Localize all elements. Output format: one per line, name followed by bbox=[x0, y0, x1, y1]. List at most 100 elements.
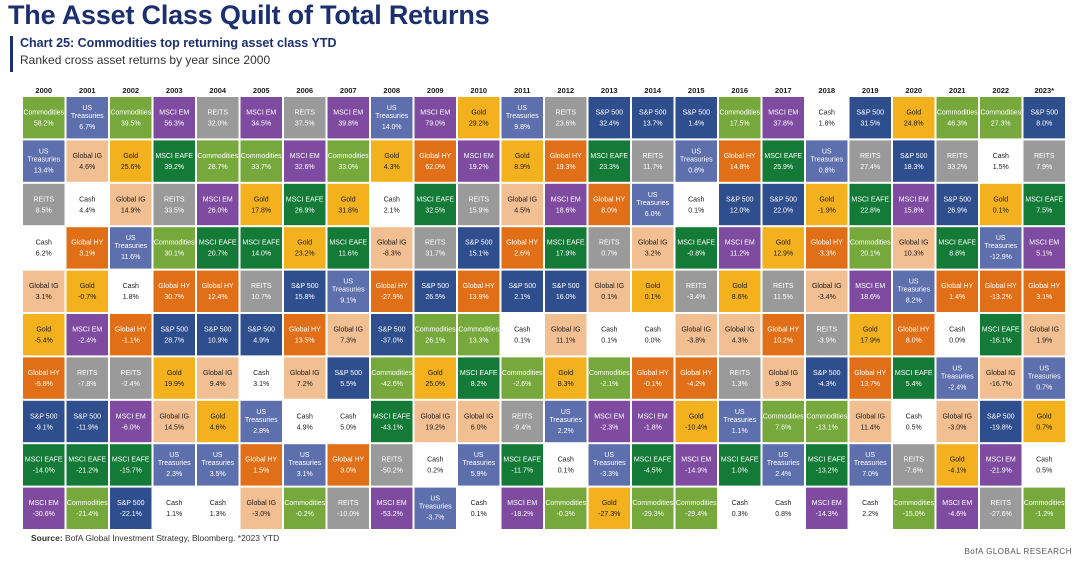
asset-name: MSCI EAFE bbox=[547, 240, 585, 247]
asset-name: Commodities bbox=[67, 500, 108, 507]
asset-name: S&P 500 bbox=[682, 110, 710, 117]
return-value: -10.4% bbox=[685, 424, 707, 431]
asset-name: Cash bbox=[166, 500, 182, 507]
cell-background bbox=[414, 227, 456, 269]
cell-background bbox=[371, 444, 413, 486]
quilt-cell: REITS -2.4% bbox=[110, 357, 152, 399]
cell-background bbox=[806, 183, 848, 226]
return-value: 11.4% bbox=[861, 424, 880, 431]
cell-background bbox=[936, 314, 978, 356]
asset-name: Commodities bbox=[763, 413, 804, 420]
cell-background bbox=[1023, 444, 1065, 486]
asset-name: Commodities bbox=[458, 327, 499, 334]
cell-background bbox=[501, 400, 543, 443]
return-value: -4.1% bbox=[948, 468, 966, 475]
asset-name: REITS bbox=[729, 370, 750, 377]
return-value: 30.7% bbox=[164, 294, 184, 301]
cell-background bbox=[675, 444, 717, 486]
cell-background bbox=[980, 444, 1022, 486]
quilt-cell: MSCI EAFE -13.2% bbox=[806, 444, 848, 486]
quilt-cell: REITS 27.4% bbox=[849, 140, 891, 182]
asset-name: REITS bbox=[773, 283, 794, 290]
cell-background bbox=[719, 357, 761, 399]
asset-name: Cash bbox=[601, 327, 617, 334]
return-value: -19.8% bbox=[990, 424, 1012, 431]
return-value: 7.2% bbox=[297, 381, 313, 388]
quilt-cell: Commodities 20.1% bbox=[849, 227, 891, 269]
return-value: -2.4% bbox=[122, 381, 140, 388]
return-value: 11.6% bbox=[121, 254, 140, 261]
quilt-cell: Global HY 3.0% bbox=[327, 444, 369, 486]
cell-background bbox=[632, 357, 674, 399]
return-value: -5.4% bbox=[35, 338, 53, 345]
return-value: -42.6% bbox=[381, 381, 403, 388]
return-value: -9.4% bbox=[513, 424, 531, 431]
cell-background bbox=[501, 357, 543, 399]
quilt-cell: Global HY 8.0% bbox=[893, 314, 935, 356]
quilt-cell: MSCI EM -6.0% bbox=[110, 400, 152, 443]
asset-name: Gold bbox=[341, 196, 356, 203]
cell-background bbox=[1023, 97, 1065, 139]
asset-name: Treasuries bbox=[854, 460, 887, 467]
return-value: 5.0% bbox=[340, 424, 356, 431]
quilt-cell: MSCI EAFE -14.0% bbox=[23, 444, 65, 486]
return-value: 1.3% bbox=[732, 381, 748, 388]
cell-background bbox=[501, 444, 543, 486]
cell-background bbox=[675, 97, 717, 139]
return-value: 2.1% bbox=[384, 207, 400, 214]
asset-name: Gold bbox=[950, 457, 965, 464]
quilt-cell: Commodities 7.6% bbox=[762, 400, 804, 443]
return-value: 0.8% bbox=[819, 167, 835, 174]
source-note: Source: BofA Global Investment Strategy,… bbox=[31, 533, 279, 543]
cell-background bbox=[849, 400, 891, 443]
return-value: 7.3% bbox=[340, 338, 356, 345]
asset-name: Global HY bbox=[724, 153, 756, 160]
cell-background bbox=[458, 270, 500, 312]
return-value: 25.9% bbox=[773, 164, 793, 171]
return-value: 11.2% bbox=[730, 251, 749, 258]
quilt-cell: Global IG 10.3% bbox=[893, 227, 935, 269]
return-value: 1.1% bbox=[166, 511, 182, 518]
return-value: 3.5% bbox=[210, 471, 226, 478]
quilt-cell: MSCI EM -14.3% bbox=[806, 487, 848, 529]
return-value: -3.0% bbox=[252, 511, 270, 518]
asset-name: Commodities bbox=[110, 110, 151, 117]
return-value: 9.8% bbox=[514, 124, 530, 131]
asset-name: Cash bbox=[906, 413, 922, 420]
asset-name: US bbox=[952, 365, 962, 372]
asset-name: Gold bbox=[36, 327, 51, 334]
cell-background bbox=[588, 270, 630, 312]
source-text: BofA Global Investment Strategy, Bloombe… bbox=[65, 533, 280, 543]
asset-name: Cash bbox=[949, 327, 965, 334]
year-label: 2019 bbox=[862, 86, 879, 95]
asset-name: MSCI EM bbox=[986, 457, 1016, 464]
asset-name: Global HY bbox=[71, 240, 103, 247]
return-value: 2.8% bbox=[253, 428, 269, 435]
cell-background bbox=[66, 400, 108, 443]
quilt-cell: Commodities 39.5% bbox=[110, 97, 152, 139]
quilt-cell: Global IG -3.0% bbox=[240, 487, 282, 529]
cell-background bbox=[327, 270, 369, 312]
cell-background bbox=[980, 183, 1022, 226]
asset-name: Cash bbox=[210, 500, 226, 507]
asset-name: Gold bbox=[254, 196, 269, 203]
cell-background bbox=[675, 357, 717, 399]
cell-background bbox=[153, 444, 195, 486]
quilt-cell: Cash 0.5% bbox=[1023, 444, 1065, 486]
quilt-cell: REITS 31.7% bbox=[414, 227, 456, 269]
cell-background bbox=[632, 487, 674, 529]
asset-name: Global HY bbox=[985, 283, 1017, 290]
quilt-cell: Global IG 4.3% bbox=[719, 314, 761, 356]
year-label: 2013 bbox=[601, 86, 618, 95]
asset-name: S&P 500 bbox=[943, 196, 971, 203]
quilt-cell: Global IG 14.9% bbox=[110, 183, 152, 226]
cell-background bbox=[240, 400, 282, 443]
cell-background bbox=[588, 183, 630, 226]
cell-background bbox=[371, 270, 413, 312]
cell-background bbox=[327, 183, 369, 226]
asset-name: US bbox=[39, 148, 49, 155]
asset-name: Treasuries bbox=[288, 460, 321, 467]
return-value: 0.7% bbox=[601, 251, 617, 258]
